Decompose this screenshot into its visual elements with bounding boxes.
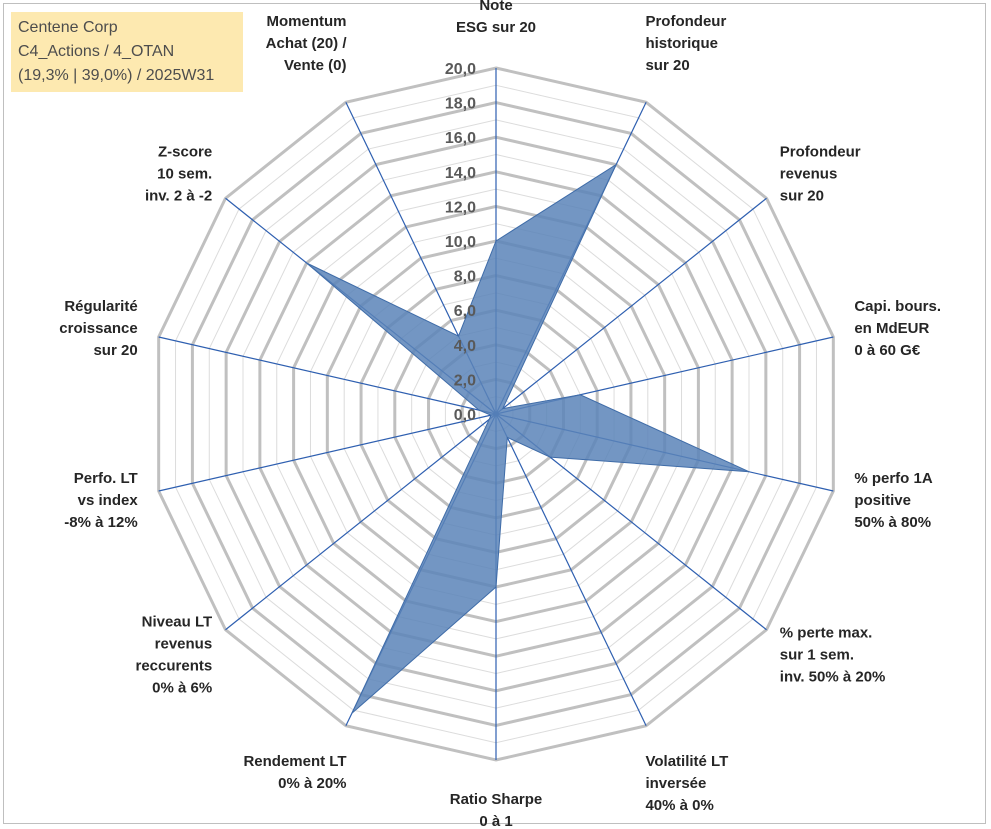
metrics-period: (19,3% | 39,0%) / 2025W31 [18,67,215,84]
axis-label: Régularité croissance sur 20 [59,298,137,359]
axis-label-line: reccurents [135,658,212,675]
axis-label-line: Rendement LT [243,753,346,770]
axis-spoke [158,336,497,415]
axis-label-line: sur 1 sem. [780,647,854,664]
axis-label-line: Capi. bours. [854,298,941,315]
axis-label: Note ESG sur 20 [456,0,536,36]
axis-label: Z-score 10 sem. inv. 2 à -2 [145,143,212,204]
axis-label-line: Profondeur [645,13,726,30]
axis-spoke [158,413,497,492]
axis-label-line: 10 sem. [157,165,212,182]
axis-label-line: inversée [645,775,706,792]
axis-label-line: Note [479,0,512,14]
axis-label-line: historique [645,35,718,52]
axis-label-line: Perfo. LT [74,470,138,487]
axis-label-line: 0 à 1 [479,813,512,829]
axis-label: Niveau LT revenus reccurents 0% à 6% [135,614,212,697]
tick-label: 20,0 [445,61,476,78]
axis-label-line: sur 20 [780,187,824,204]
axis-label-line: croissance [59,320,137,337]
axis-label: Ratio Sharpe 0 à 1 [450,791,543,829]
axis-label: % perte max. sur 1 sem. inv. 50% à 20% [780,625,886,686]
axis-label-line: 0% à 6% [152,680,212,697]
series-area [306,163,750,714]
axis-spoke [495,197,767,415]
axis-label: Profondeur historique sur 20 [645,13,726,74]
axis-label-line: Profondeur [780,143,861,160]
axis-label: Volatilité LT inversée 40% à 0% [645,753,728,814]
axis-label-line: 0 à 60 G€ [854,342,921,359]
tick-label: 18,0 [445,96,476,113]
axis-label-line: sur 20 [645,57,689,74]
axis-label: % perfo 1A positive 50% à 80% [854,470,933,531]
axis-label-line: sur 20 [93,342,137,359]
axis-label-line: ESG sur 20 [456,19,536,36]
axis-spoke [495,413,647,726]
axis-label-line: inv. 50% à 20% [780,669,886,686]
axis-label: Rendement LT 0% à 20% [243,753,346,792]
axis-label-line: Achat (20) / [266,35,348,52]
axis-label-line: Ratio Sharpe [450,791,543,808]
classification: C4_Actions / 4_OTAN [18,43,175,60]
axis-label-line: revenus [780,165,838,182]
axis-label: Momentum Achat (20) / Vente (0) [266,13,348,74]
tick-label: 2,0 [454,372,476,389]
axis-label-line: Momentum [267,13,347,30]
info-box: Centene Corp C4_Actions / 4_OTAN (19,3% … [11,12,243,92]
tick-label: 8,0 [454,269,476,286]
axis-label-line: vs index [78,492,139,509]
company-name: Centene Corp [18,19,118,36]
axis-label-line: Régularité [64,298,137,315]
axis-label-line: 50% à 80% [854,514,931,531]
axis-spoke [225,413,497,631]
axis-label-line: Niveau LT [142,614,213,631]
axis-label-line: % perte max. [780,625,873,642]
tick-label: 4,0 [454,338,476,355]
axis-label: Profondeur revenus sur 20 [780,143,861,204]
tick-label: 10,0 [445,234,476,251]
axis-label-line: -8% à 12% [64,514,137,531]
tick-label: 14,0 [445,165,476,182]
axis-label-line: inv. 2 à -2 [145,187,212,204]
axis-label-line: Volatilité LT [645,753,728,770]
axis-label: Perfo. LT vs index -8% à 12% [64,470,138,531]
axis-label-line: positive [854,492,911,509]
axis-label-line: 40% à 0% [645,797,713,814]
tick-label: 6,0 [454,303,476,320]
axis-label: Capi. bours. en MdEUR 0 à 60 G€ [854,298,941,359]
tick-label: 0,0 [454,407,476,424]
axis-label-line: Z-score [158,143,212,160]
axis-label-line: 0% à 20% [278,775,346,792]
axis-label-line: Vente (0) [284,57,347,74]
axis-label-line: en MdEUR [854,320,929,337]
axis-label-line: % perfo 1A [854,470,933,487]
axis-label-line: revenus [155,636,213,653]
tick-label: 16,0 [445,130,476,147]
tick-label: 12,0 [445,199,476,216]
